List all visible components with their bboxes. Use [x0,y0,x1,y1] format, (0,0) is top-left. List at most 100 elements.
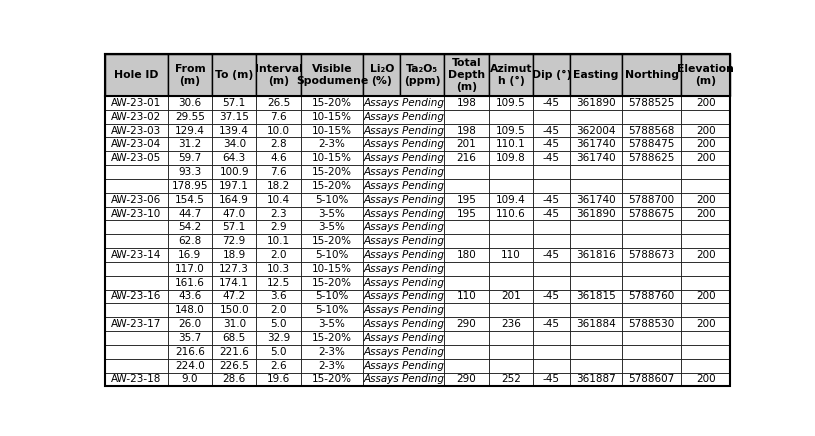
Bar [257,290,301,303]
Text: 110: 110 [501,250,521,260]
Text: Interval
(m): Interval (m) [254,64,302,86]
Bar [622,372,681,386]
Bar [533,303,570,317]
Bar [105,96,168,110]
Text: 5788675: 5788675 [628,208,675,218]
Bar [363,124,400,137]
Bar [400,151,444,165]
Bar [681,359,730,372]
Text: -45: -45 [543,153,560,163]
Bar [622,221,681,234]
Text: 201: 201 [456,140,477,150]
Text: 10.1: 10.1 [267,236,290,246]
Bar [489,345,533,359]
Bar [570,262,622,276]
Bar [105,207,168,221]
Bar [489,262,533,276]
Text: AW-23-06: AW-23-06 [112,195,161,204]
Bar [212,137,257,151]
Bar [301,179,363,193]
Text: 361816: 361816 [576,250,615,260]
Bar [533,221,570,234]
Bar [301,110,363,124]
Text: 47.0: 47.0 [222,208,246,218]
Bar [622,290,681,303]
Bar [168,124,212,137]
Text: Assays Pending: Assays Pending [363,153,444,163]
Text: 216: 216 [456,153,477,163]
Text: 110: 110 [456,292,477,301]
Text: 32.9: 32.9 [267,333,290,343]
Bar [363,317,444,331]
Text: Elevation
(m): Elevation (m) [677,64,734,86]
Text: 164.9: 164.9 [219,195,249,204]
Text: 3.6: 3.6 [271,292,287,301]
Bar [363,54,400,96]
Bar [168,331,212,345]
Text: 34.0: 34.0 [222,140,246,150]
Bar [257,193,301,207]
Bar [301,359,363,372]
Bar [622,276,681,290]
Bar [533,124,570,137]
Bar [212,262,257,276]
Text: Assays Pending: Assays Pending [363,98,444,108]
Bar [105,151,168,165]
Bar [622,234,681,248]
Bar [168,165,212,179]
Text: 9.0: 9.0 [182,375,198,385]
Bar [570,372,622,386]
Text: Azimut
h (°): Azimut h (°) [490,64,532,86]
Bar [363,345,400,359]
Bar [533,317,570,331]
Bar [489,317,533,331]
Bar [622,317,681,331]
Bar [622,359,681,372]
Text: 161.6: 161.6 [175,278,205,288]
Bar [400,137,444,151]
Bar [363,110,444,124]
Bar [363,303,444,317]
Bar [301,96,363,110]
Text: 5788525: 5788525 [628,98,675,108]
Bar [212,207,257,221]
Bar [257,345,301,359]
Bar [570,179,622,193]
Text: 200: 200 [696,153,716,163]
Bar [105,303,168,317]
Bar [212,124,257,137]
Bar [257,248,301,262]
Text: 7.6: 7.6 [271,167,287,177]
Bar [363,345,444,359]
Bar [533,165,570,179]
Bar [622,207,681,221]
Bar [212,96,257,110]
Text: 361740: 361740 [576,140,615,150]
Bar [212,165,257,179]
Text: 361740: 361740 [576,153,615,163]
Bar [622,54,681,96]
Bar [212,303,257,317]
Text: 19.6: 19.6 [267,375,290,385]
Text: Assays Pending: Assays Pending [363,195,444,204]
Text: 10.0: 10.0 [267,126,290,136]
Bar [105,359,168,372]
Text: 361887: 361887 [576,375,615,385]
Bar [257,262,301,276]
Bar [444,345,489,359]
Text: 5788625: 5788625 [628,153,675,163]
Bar [363,193,444,207]
Bar [489,151,533,165]
Text: -45: -45 [543,208,560,218]
Bar [363,276,400,290]
Text: 2.0: 2.0 [271,305,287,315]
Text: -45: -45 [543,195,560,204]
Bar [363,137,400,151]
Bar [444,110,489,124]
Bar [168,193,212,207]
Bar [570,151,622,165]
Bar [681,303,730,317]
Text: 221.6: 221.6 [219,347,249,357]
Bar [622,331,681,345]
Bar [533,193,570,207]
